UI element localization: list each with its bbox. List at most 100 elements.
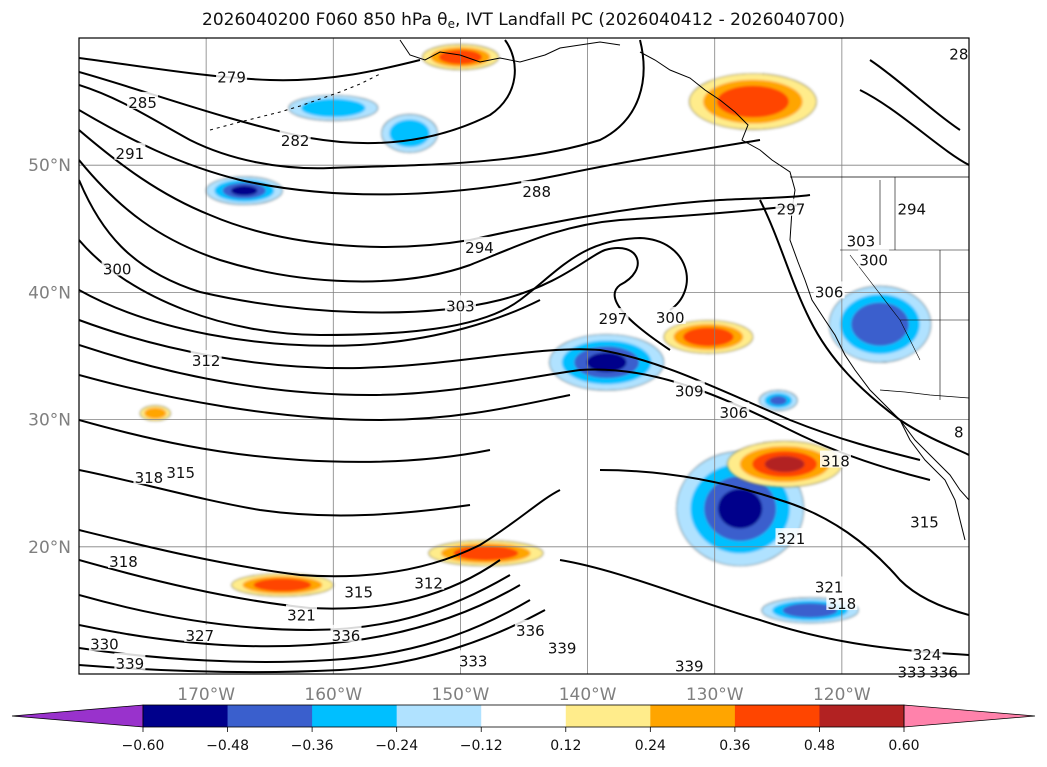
shading-level [148, 409, 163, 417]
lat-tick-label: 40°N [28, 283, 71, 303]
coastline [209, 39, 969, 541]
aleutian-chain [209, 73, 381, 131]
contour-label-bg [165, 462, 197, 480]
contour-label-bg [813, 576, 845, 594]
colorbar-tick-label: 0.24 [635, 738, 666, 754]
colorbar-segment [143, 705, 229, 727]
contour-label-bg [654, 306, 686, 324]
contour-label-bg [286, 604, 317, 622]
contour-333 [79, 599, 531, 663]
lon-tick-label: 130°W [686, 685, 744, 705]
contour-label-bg [190, 350, 222, 368]
contour-label-bg [820, 450, 851, 468]
colorbar-segment [734, 705, 820, 727]
us-mexico-border [879, 389, 969, 399]
lat-tick-label: 20°N [28, 538, 71, 558]
contour-label: 297 [777, 201, 806, 219]
contour-label-bg [896, 198, 928, 216]
contour-279 [79, 57, 421, 82]
contour-label: 318 [828, 595, 857, 613]
shading-level [465, 548, 506, 558]
contour-294 [79, 159, 801, 283]
colorbar-tick-label: −0.12 [460, 738, 503, 754]
contour-label: 339 [116, 655, 145, 673]
contour-label: 315 [166, 464, 195, 482]
shading-level [769, 395, 787, 406]
colorbar-tick-label: 0.60 [888, 738, 919, 754]
contour-303 [79, 289, 541, 347]
colorbar-segment [650, 705, 736, 727]
contour-label: 282 [281, 132, 310, 150]
shading-blob [139, 405, 171, 422]
contour-label-bg [813, 281, 845, 299]
colorbar-tick-label: 0.12 [550, 738, 581, 754]
contour-label: 312 [414, 575, 443, 593]
contour-label-bg [514, 619, 546, 637]
contour-312 [79, 374, 571, 421]
contour-label: 285 [128, 94, 157, 112]
map-frame [78, 37, 970, 675]
colorbar-tick-label: 0.36 [719, 738, 750, 754]
colorbar-segment [396, 705, 482, 727]
contour-label: 318 [135, 469, 164, 487]
shading-level [397, 124, 423, 142]
colorbar: −0.60 −0.48 −0.36 −0.24 −0.12 0.12 0.24 0.36 0.4… [11, 704, 1036, 754]
contour-label-bg [101, 258, 133, 276]
shading-blob [727, 440, 843, 488]
contour-321 [79, 489, 561, 578]
colorbar-segment [481, 705, 567, 727]
contour-label-bg [911, 643, 943, 661]
contour-291 [79, 129, 811, 248]
shading-blob [688, 73, 817, 130]
contour-label: 333 [459, 652, 488, 670]
contour-label: 300 [656, 309, 685, 327]
contour-label: 327 [185, 627, 214, 645]
contour-336 [79, 609, 546, 674]
theta-e-contours [79, 39, 969, 674]
shading-blob [231, 573, 334, 597]
contour-318 [79, 469, 471, 517]
contour-288 [79, 109, 761, 196]
contour-label-bg [673, 655, 705, 673]
lat-tick-label: 30°N [28, 411, 71, 431]
baja-coastline [899, 419, 966, 541]
contour-label-bg [330, 624, 362, 642]
contour-label-bg [464, 236, 495, 254]
lon-tick-label: 140°W [559, 685, 617, 705]
contour-label-bg [845, 230, 877, 248]
contour-label: 300 [859, 252, 888, 270]
shading-blob [758, 390, 798, 411]
contour-label: 315 [910, 514, 939, 532]
contour-label-bg [775, 198, 807, 216]
lon-tick-label: 120°W [813, 685, 871, 705]
shading-level [764, 456, 805, 473]
contour-east-upper [599, 469, 969, 616]
contour-label-bg [216, 66, 248, 84]
contour-label-bg [947, 43, 970, 61]
colorbar-extend-high [903, 704, 1036, 728]
contour-label-bg [413, 572, 445, 590]
colorbar-segment [819, 705, 905, 727]
shading-level [692, 331, 724, 343]
map-background [79, 38, 969, 674]
contour-label: 315 [344, 584, 373, 602]
contour-label-bg [826, 593, 858, 611]
contour-label-bg [133, 467, 165, 485]
contour-label: 279 [217, 68, 246, 86]
title-subscript: e [447, 17, 455, 31]
shading-level [231, 185, 258, 196]
contour-label-bg [184, 624, 216, 642]
contour-label-bg [343, 581, 375, 599]
contour-label: 321 [777, 530, 806, 548]
contour-label-bg [718, 402, 750, 420]
colorbar-tick-label: 0.48 [804, 738, 835, 754]
contour-label: 333 [897, 664, 926, 682]
contour-282 [79, 39, 516, 145]
shading-blob [428, 540, 544, 567]
contour-label: 294 [897, 201, 926, 219]
lat-tick-label: 50°N [28, 156, 71, 176]
contour-east-coast-1 [759, 199, 969, 456]
shading-level [793, 605, 827, 615]
contour-label-bg [127, 91, 159, 109]
